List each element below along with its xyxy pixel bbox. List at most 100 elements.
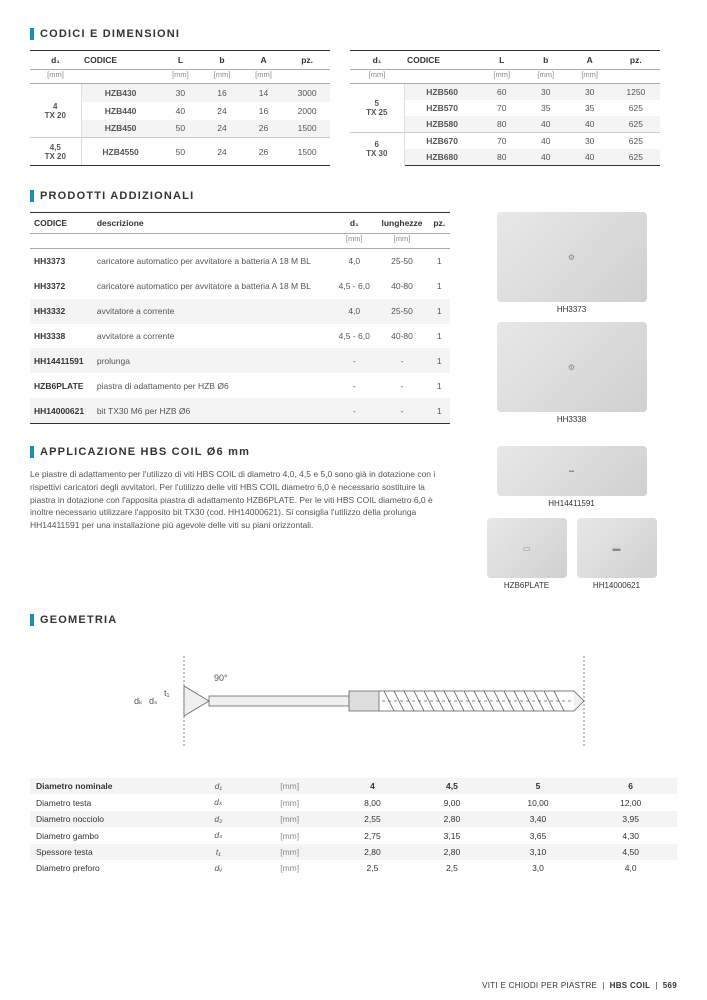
prod-desc: caricatore automatico per avvitatore a b… [93,249,333,274]
geom-label: Diametro testa [30,794,190,811]
prod-code: HH3372 [30,274,93,299]
screw-diagram: dₖ dₛ t₁ 90° [30,636,677,766]
geometria-section: GEOMETRIA [30,614,677,876]
sub-mm: [mm] [350,70,404,84]
svg-text:dₖ: dₖ [134,696,143,706]
cell-b: 30 [524,84,568,101]
sub-mm: [mm] [480,70,524,84]
cell-codice: HZB670 [404,133,480,149]
th-d1: d₁ [333,213,375,234]
cell-pz: 625 [612,100,660,116]
th-pz: pz. [429,213,450,234]
geom-unit: [mm] [247,844,333,860]
geom-val: 4,50 [584,844,677,860]
sub-mm: [mm] [243,70,285,84]
th-codice: CODICE [30,213,93,234]
cell-pz: 625 [612,116,660,133]
geom-label: Diametro gambo [30,827,190,844]
title-text: CODICI E DIMENSIONI [40,28,180,40]
geom-val: 3,0 [492,860,585,876]
geom-val: 2,5 [412,860,491,876]
prod-table: CODICE descrizione d₁ lunghezze pz. [mm]… [30,212,450,424]
rowgroup-label: 6TX 30 [350,133,404,166]
geom-val: 8,00 [333,794,412,811]
cell-b: 40 [524,133,568,149]
cell-L: 40 [160,102,202,120]
img-caption: HH14000621 [577,581,657,590]
product-images: ⚙ HH3373 ⚙ HH3338 [466,212,677,424]
sub-mm: [mm] [201,70,243,84]
rowgroup-label: 5TX 25 [350,84,404,133]
cell-pz: 625 [612,149,660,166]
prod-lun: - [375,348,428,373]
geom-sym: dᵥ [190,860,247,876]
geom-val: 3,40 [492,811,585,827]
prod-code: HH3373 [30,249,93,274]
sub-mm: [mm] [160,70,202,84]
small-imgs: ▭ HZB6PLATE ▬ HH14000621 [487,518,657,590]
title-text: APPLICAZIONE HBS COIL Ø6 mm [40,446,250,458]
cell-A: 30 [568,84,612,101]
prod-pz: 1 [429,249,450,274]
cell-pz: 625 [612,133,660,149]
screw-svg-icon: dₖ dₛ t₁ 90° [104,646,604,756]
geom-val: 2,80 [412,844,491,860]
geom-label: Diametro nocciolo [30,811,190,827]
footer-left: VITI E CHIODI PER PIASTRE [482,981,597,990]
cell-pz: 1500 [284,120,330,138]
geom-sym: d₂ [190,811,247,827]
prod-lun: 40-80 [375,274,428,299]
img-caption: HH3338 [497,415,647,424]
title-text: GEOMETRIA [40,614,117,626]
cell-pz: 2000 [284,102,330,120]
geom-val: 9,00 [412,794,491,811]
cell-A: 35 [568,100,612,116]
dimensions-tables: d₁ CODICE L b A pz. [mm] [mm] [mm] [mm] … [30,50,677,166]
img-box-4: ▭ HZB6PLATE [487,518,567,590]
geom-val: 5 [492,778,585,794]
prod-d1: - [333,373,375,398]
cell-A: 16 [243,102,285,120]
prod-pz: 1 [429,398,450,423]
geom-sym: dₛ [190,827,247,844]
prod-code: HH14411591 [30,348,93,373]
prod-lun: 25-50 [375,249,428,274]
geom-val: 2,5 [333,860,412,876]
th-pz: pz. [284,51,330,70]
svg-text:t₁: t₁ [164,688,170,698]
sub-mm: [mm] [568,70,612,84]
svg-text:dₛ: dₛ [149,696,157,706]
th-pz: pz. [612,51,660,70]
applicazione-section: APPLICAZIONE HBS COIL Ø6 mm Le piastre d… [30,446,677,590]
prod-desc: avvitatore a corrente [93,299,333,324]
section-title-codici: CODICI E DIMENSIONI [30,28,677,40]
th-d1: d₁ [350,51,404,70]
cell-codice: HZB430 [81,84,160,102]
prod-pz: 1 [429,348,450,373]
footer-page: 569 [663,981,677,990]
cell-codice: HZB450 [81,120,160,138]
prod-d1: - [333,348,375,373]
footer-mid: HBS COIL [610,981,651,990]
prod-d1: 4,0 [333,249,375,274]
cell-L: 80 [480,116,524,133]
rowgroup-label: 4,5TX 20 [30,138,81,165]
app-left: APPLICAZIONE HBS COIL Ø6 mm Le piastre d… [30,446,450,590]
geom-val: 4,30 [584,827,677,844]
cell-pz: 1500 [284,138,330,165]
geom-val: 3,15 [412,827,491,844]
cell-b: 24 [201,120,243,138]
cell-L: 80 [480,149,524,166]
cell-pz: 3000 [284,84,330,102]
prod-code: HZB6PLATE [30,373,93,398]
cell-pz: 1250 [612,84,660,101]
cell-A: 30 [568,133,612,149]
svg-text:90°: 90° [214,673,228,683]
img-box-5: ▬ HH14000621 [577,518,657,590]
rowgroup-label: 4TX 20 [30,84,81,138]
cell-b: 40 [524,149,568,166]
cell-L: 70 [480,133,524,149]
cell-codice: HZB570 [404,100,480,116]
dim-table-right: d₁ CODICE L b A pz. [mm] [mm] [mm] [mm] … [350,50,660,166]
sub-mm: [mm] [524,70,568,84]
